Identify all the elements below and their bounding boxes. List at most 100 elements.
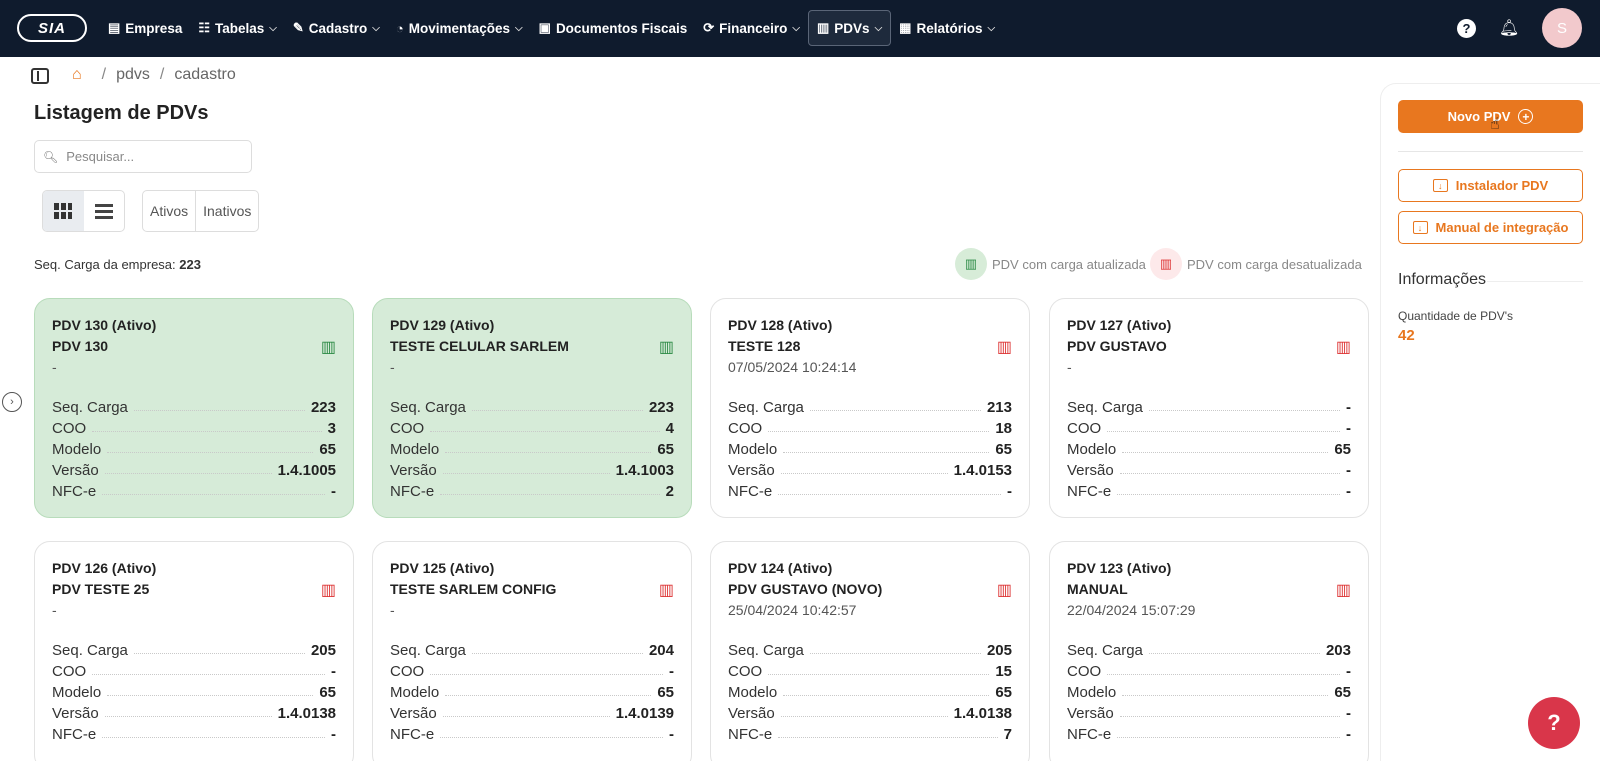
pdv-card[interactable]: PDV 124 (Ativo) PDV GUSTAVO (NOVO) 25/04/2…: [710, 541, 1030, 761]
pdv-card-row-label: Versão: [728, 705, 775, 722]
nav-item-tabelas[interactable]: ☷ Tabelas ⌵: [190, 10, 285, 46]
nav-item-movimentacoes[interactable]: ◔ Movimentações ⌵: [388, 10, 531, 46]
pdv-card-row: Seq. Carga 213: [728, 395, 1012, 416]
chat-help-icon[interactable]: ?: [1528, 697, 1580, 749]
nav-item-pdvs[interactable]: ▥ PDVs ⌵: [808, 10, 892, 46]
pdv-card-row: Versão 1.4.0138: [52, 701, 336, 722]
chevron-down-icon: ⌵: [792, 22, 800, 34]
nav-item-financeiro[interactable]: ⟳ Financeiro ⌵: [695, 10, 808, 46]
pdv-card-row-label: Versão: [52, 705, 99, 722]
pdv-card-row: NFC-e 7: [728, 722, 1012, 743]
pdv-card-row: COO -: [52, 659, 336, 680]
pdv-card-row: COO 15: [728, 659, 1012, 680]
list-view-button[interactable]: [84, 191, 125, 231]
filter-ativos-button[interactable]: Ativos: [150, 203, 189, 219]
instalador-pdv-button[interactable]: ↓ Instalador PDV: [1398, 169, 1583, 202]
bell-icon[interactable]: 🔔︎: [1498, 20, 1520, 37]
monitor-download-icon: ↓: [1432, 179, 1448, 192]
pdv-card-row-value: 4: [665, 420, 674, 437]
avatar[interactable]: S: [1542, 8, 1582, 48]
pdv-card-row-value: 65: [319, 441, 336, 458]
sia-logo[interactable]: SIA: [17, 14, 87, 42]
pdv-card-row-value: 223: [310, 399, 336, 416]
pdv-card[interactable]: PDV 123 (Ativo) MANUAL 22/04/2024 15:07:29…: [1049, 541, 1369, 761]
pdv-card-row: Modelo 65: [52, 680, 336, 701]
pdv-card-row: NFC-e -: [1067, 722, 1351, 743]
pdv-card-row: NFC-e -: [52, 722, 336, 743]
search-icon: 🔍︎: [43, 149, 59, 164]
expand-panel-icon[interactable]: ›: [2, 392, 22, 412]
register-icon: ▥: [955, 248, 987, 280]
pdv-card-row-label: NFC-e: [52, 483, 97, 500]
pdv-card-details: Seq. Carga - COO - Modelo 65 Versão - NFC-e -: [1067, 395, 1351, 500]
nav-item-relatorios[interactable]: ▦ Relatórios ⌵: [891, 10, 1003, 46]
pdv-card-row: COO -: [390, 659, 674, 680]
pdv-card[interactable]: PDV 130 (Ativo) PDV 130- ▥ Seq. Carga 223 COO…: [34, 298, 354, 518]
home-icon[interactable]: ⌂: [72, 66, 82, 83]
dotted-leader: [1107, 431, 1340, 432]
pdv-card-row-label: Seq. Carga: [728, 399, 804, 416]
dotted-leader: [104, 716, 272, 717]
pdv-card-row-value: 65: [319, 684, 336, 701]
company-seq-info: Seq. Carga da empresa: 223: [34, 257, 201, 272]
pdv-card-name: PDV TESTE 25: [52, 581, 150, 597]
pdv-card-row-label: Versão: [1067, 705, 1114, 722]
pdv-card-row: Versão 1.4.0138: [728, 701, 1012, 722]
dotted-leader: [471, 410, 643, 411]
pdv-card-row-value: -: [1346, 483, 1351, 500]
register-icon: ▥: [817, 20, 830, 35]
nav-item-empresa[interactable]: ▤ Empresa: [100, 10, 190, 46]
pdv-card-row-label: NFC-e: [728, 726, 773, 743]
breadcrumb-item-pdvs[interactable]: pdvs: [116, 66, 150, 83]
cycle-icon: ⟳: [703, 20, 715, 35]
pdv-card-row-value: -: [1007, 483, 1012, 500]
pdv-card-row: NFC-e -: [728, 479, 1012, 500]
pdv-card[interactable]: PDV 128 (Ativo) TESTE 128 07/05/2024 10:24…: [710, 298, 1030, 518]
dotted-leader: [1107, 674, 1340, 675]
novo-pdv-button[interactable]: Novo PDV +: [1398, 100, 1583, 133]
breadcrumb-item-cadastro: cadastro: [174, 66, 236, 83]
nav-item-cadastro[interactable]: ✎ Cadastro ⌵: [285, 10, 388, 46]
nav-item-label: Tabelas: [215, 20, 265, 36]
pdv-card[interactable]: PDV 129 (Ativo) TESTE CELULAR SARLEM - ▥ Seq…: [372, 298, 692, 518]
file-download-icon: ↓: [1412, 221, 1428, 234]
dotted-leader: [107, 452, 314, 453]
filter-inativos-button[interactable]: Inativos: [195, 191, 258, 231]
pdv-card-details: Seq. Carga 223 COO 3 Modelo 65 Versão 1.4.1005 N…: [52, 395, 336, 500]
chevron-down-icon: ⌵: [987, 22, 996, 34]
pdv-card[interactable]: PDV 125 (Ativo) TESTE SARLEM CONFIG - ▥ Seq.…: [372, 541, 692, 761]
pdv-card-row-label: Seq. Carga: [390, 399, 466, 416]
dotted-leader: [778, 737, 998, 738]
pdv-card-row-label: Modelo: [728, 441, 778, 458]
legend-outdated: ▥ PDV com carga desatualizada: [1150, 248, 1362, 280]
nav-item-documentos-fiscais[interactable]: ▣ Documentos Fiscais: [531, 10, 696, 46]
document-icon: ▣: [538, 20, 551, 35]
pdv-card-title: PDV 128 (Ativo): [728, 317, 833, 333]
search-input[interactable]: [66, 149, 237, 164]
chevron-down-icon: ⌵: [372, 22, 380, 34]
dotted-leader: [102, 494, 325, 495]
pdv-card[interactable]: PDV 126 (Ativo) PDV TESTE 25 - ▥ Seq. Carga 2…: [34, 541, 354, 761]
help-icon[interactable]: ?: [1457, 19, 1476, 38]
pdv-card-row: Modelo 65: [1067, 680, 1351, 701]
dotted-leader: [780, 716, 948, 717]
pdv-card-row-value: -: [669, 663, 674, 680]
pdv-card-row-value: 15: [995, 663, 1012, 680]
dotted-leader: [102, 737, 325, 738]
pdv-card[interactable]: PDV 127 (Ativo) PDV GUSTAVO - ▥ Seq. Carga - C…: [1049, 298, 1369, 518]
dotted-leader: [809, 410, 981, 411]
pdv-card-row-value: 1.4.0139: [615, 705, 674, 722]
dotted-leader: [1148, 653, 1320, 654]
pdv-card-row-value: 18: [995, 420, 1012, 437]
grid-view-button[interactable]: [43, 191, 84, 231]
pdv-card-row-label: COO: [728, 420, 763, 437]
sidebar-toggle-icon[interactable]: [31, 68, 49, 84]
dotted-leader: [440, 494, 660, 495]
info-title: Informações: [1398, 271, 1487, 288]
pdv-card-row: Versão 1.4.1003: [390, 458, 674, 479]
dotted-leader: [107, 695, 314, 696]
pdv-card-row-value: -: [1346, 399, 1351, 416]
pdv-card-row-label: COO: [52, 420, 87, 437]
pdv-card-row-label: Modelo: [52, 441, 102, 458]
manual-integracao-button[interactable]: ↓ Manual de integração: [1398, 211, 1583, 244]
